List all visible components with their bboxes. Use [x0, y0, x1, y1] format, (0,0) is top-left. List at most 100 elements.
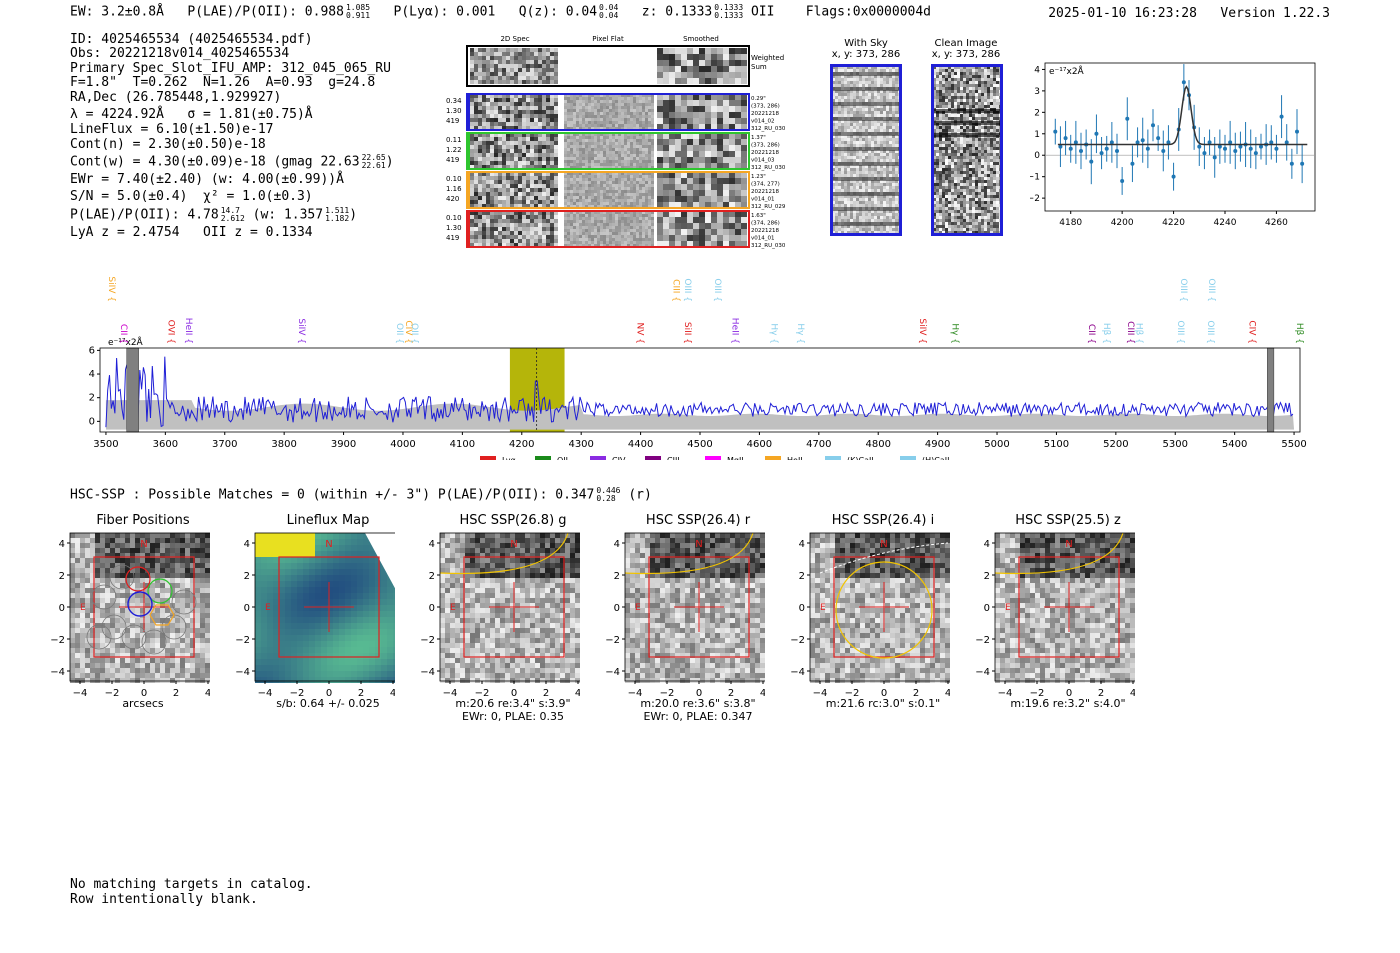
ellipse-aperture	[624, 532, 754, 575]
header-plae-hi: 1.085	[345, 3, 371, 12]
spectrum-xtick-label: 4200	[509, 439, 534, 450]
info-plae-w-hi: 1.511	[325, 206, 350, 215]
fit-ylabel: e⁻¹⁷x2Å	[1049, 65, 1085, 77]
spectrum-xtick-label: 4400	[628, 439, 653, 450]
cutout-row-right-value: 312_RU_030	[751, 165, 786, 171]
info-sn: S/N = 5.0(±0.4) χ² = 1.0(±0.3)	[70, 189, 313, 204]
residual-band	[933, 109, 1001, 113]
legend-swatch	[480, 456, 496, 460]
clean-image-xy: x, y: 373, 286	[931, 49, 1001, 60]
spectrum-line-label: SiIV {	[296, 318, 306, 344]
fit-data-point	[1130, 161, 1135, 166]
cutout-row-right-value: 20221218	[751, 228, 779, 234]
cutout-row-right-value: (374, 286)	[751, 221, 780, 227]
info-contw-lo: 22.61	[361, 161, 386, 170]
fit-data-point	[1120, 178, 1125, 183]
header-flags: Flags:0x0000004d	[805, 4, 932, 20]
cutout-col-header: Pixel Flat	[592, 35, 624, 43]
fit-ytick-label: 4	[1034, 65, 1040, 75]
spectrum-line-label: CIII {	[1125, 321, 1135, 344]
footer-line2: Row intentionally blank.	[70, 892, 258, 907]
ellipse-aperture	[439, 532, 569, 575]
fit-data-point	[1079, 148, 1083, 153]
hsc-ytick-label: −2	[420, 635, 435, 646]
spectrum-line-label: OVI {	[165, 320, 175, 344]
spectrum-xtick-label: 4700	[806, 439, 831, 450]
cutout-row-left-value: 0.10	[446, 214, 462, 222]
row-2d-texture	[470, 172, 558, 208]
spectrum-xtick-label: 4800	[865, 439, 890, 450]
hsc-panel-title: HSC SSP(26.8) g	[459, 513, 567, 528]
sky-frame	[931, 64, 1003, 236]
aperture-box	[278, 556, 380, 658]
hsc-ytick-label: 4	[614, 539, 620, 550]
fit-ytick-label: −2	[1030, 194, 1040, 204]
fit-data-point	[1145, 146, 1150, 151]
hsc-xtick-label: 0	[696, 688, 702, 699]
cutout-row-right-value: 312_RU_029	[751, 204, 786, 210]
weighted-smoothed-texture	[657, 48, 747, 84]
north-label: N	[140, 539, 147, 550]
fit-model-curve	[1057, 85, 1308, 146]
header-qz-lo: 0.04	[599, 11, 619, 20]
ellipse-aperture	[835, 561, 933, 659]
legend-label: OII	[557, 456, 568, 460]
spectrum-line-label: NV {	[635, 323, 645, 344]
aperture-box	[648, 556, 750, 658]
hsc-xtick-label: 0	[511, 688, 517, 699]
fit-data-point	[1233, 148, 1238, 153]
hsc-panel-title: HSC SSP(25.5) z	[1015, 513, 1121, 528]
spectrum-line-label-upper: OIII {	[712, 278, 722, 302]
spectrum-ytick-label: 0	[89, 416, 95, 427]
fit-xtick-label: 4220	[1162, 218, 1185, 228]
cutout-row-left-value: 419	[446, 156, 459, 164]
hsc-ytick-label: −4	[975, 667, 990, 678]
fit-data-point	[1053, 129, 1058, 134]
fit-axes-frame	[1044, 62, 1316, 212]
fit-data-point	[1284, 140, 1289, 145]
info-id: ID: 4025465534 (4025465534.pdf)	[70, 32, 313, 47]
aperture-box	[1018, 556, 1120, 658]
cutout-row-left-value: 420	[446, 195, 459, 203]
header-z-hi: 0.1333	[714, 3, 744, 12]
header-qz: Q(z): 0.04	[518, 4, 598, 20]
header-plya: P(Lyα): 0.001	[393, 4, 496, 20]
noise-envelope	[105, 400, 1295, 430]
header-z-lo: 0.1333	[714, 11, 744, 20]
cutout-row-left-value: 0.11	[446, 136, 462, 144]
cutout-row-colorbar	[467, 172, 470, 208]
hsc-xtick-label: −4	[73, 688, 88, 699]
hsc-panel-caption: arcsecs	[58, 697, 228, 710]
sky-line-band	[832, 177, 900, 181]
fit-data-point	[1068, 146, 1073, 151]
header-right: 2025-01-10 16:23:28 Version 1.22.3	[1048, 6, 1330, 21]
clean-image-title: Clean Image x, y: 373, 286	[926, 38, 1006, 60]
fit-data-point	[1253, 151, 1258, 156]
hsc-ytick-label: 2	[614, 571, 620, 582]
spectrum-line-label: Hγ {	[950, 323, 960, 344]
hsc-ytick-label: 2	[799, 571, 805, 582]
cutout-row-right-value: (374, 277)	[751, 182, 780, 188]
hsc-xtick-label: 2	[358, 688, 364, 699]
spectrum-xtick-label: 5000	[984, 439, 1009, 450]
hsc-title-lo: 0.28	[596, 494, 616, 503]
spectrum-xtick-label: 5200	[1103, 439, 1128, 450]
hsc-xtick-label: 0	[141, 688, 147, 699]
row-2d-texture	[470, 133, 558, 169]
cutout-row-right-value: 20221218	[751, 189, 779, 195]
spectrum-xtick-label: 3600	[153, 439, 178, 450]
hsc-ytick-label: 4	[799, 539, 805, 550]
east-label: E	[635, 603, 641, 613]
east-label: E	[450, 603, 456, 613]
header-z: z: 0.1333	[641, 4, 713, 20]
spectrum-xtick-label: 3700	[212, 439, 237, 450]
info-plae-w-lo: 1.182	[325, 214, 350, 223]
hsc-xtick-label: 2	[173, 688, 179, 699]
legend-label: (H)CaII	[922, 456, 949, 460]
sky-line-band	[832, 192, 900, 196]
fit-data-point	[1171, 174, 1176, 179]
info-contw-label: Cont(w) = 4.30(±0.09)e-18 (gmag 22.63	[70, 154, 360, 170]
fit-data-point	[1248, 146, 1253, 151]
east-label: E	[820, 603, 826, 613]
footer-notes: No matching targets in catalog. Row inte…	[70, 877, 313, 907]
